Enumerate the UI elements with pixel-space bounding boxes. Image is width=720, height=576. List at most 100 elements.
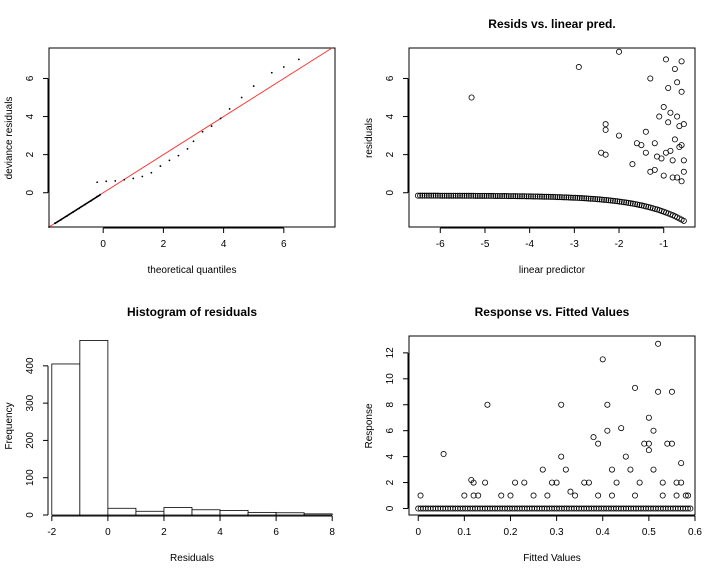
qq-x-tick-label: 4 (221, 239, 227, 250)
resid-point (583, 195, 590, 202)
resp-point (650, 427, 657, 434)
resp-point (659, 479, 666, 486)
resid-point (629, 200, 636, 207)
qq-point (168, 159, 171, 162)
resid-plot-ylabel: residuals (364, 118, 375, 158)
resid-y-tick-label: 0 (385, 190, 396, 196)
resp-point (627, 466, 634, 473)
resp-point (687, 505, 694, 512)
resid-point (592, 196, 599, 203)
histogram-bar (247, 511, 277, 516)
qq-plot-frame (48, 47, 336, 228)
qq-point (48, 226, 50, 228)
response-plot-xlabel: Fitted Values (523, 553, 581, 564)
resid-point (576, 195, 583, 202)
resp-x-tick-label: 0 (415, 527, 421, 538)
resp-point (608, 492, 615, 499)
resid-point (470, 192, 477, 199)
resid-point (525, 193, 532, 200)
resid-point (616, 132, 623, 139)
resid-point (501, 193, 508, 200)
resid-point (612, 198, 619, 205)
resp-point (682, 492, 689, 499)
qq-x-tick-label: 0 (100, 239, 106, 250)
qq-point (186, 148, 189, 150)
resp-point (622, 453, 629, 460)
resid-point (521, 193, 528, 200)
resid-point (587, 195, 594, 202)
resp-point (684, 505, 691, 512)
resid-point (516, 193, 523, 200)
qq-point (219, 117, 222, 120)
qq-point (240, 96, 243, 99)
resid-point (514, 193, 521, 200)
resid-point (450, 192, 457, 199)
resid-plot-title: Resids vs. linear pred. (488, 17, 615, 31)
resid-point (669, 174, 676, 181)
resp-point (544, 492, 551, 499)
resid-point (581, 195, 588, 202)
resid-point (623, 199, 630, 206)
qq-point (270, 71, 273, 74)
resid-point (603, 197, 610, 204)
resid-point (505, 193, 512, 200)
qq-point (201, 130, 204, 133)
resid-point (558, 194, 565, 201)
resid-point (671, 136, 678, 143)
histogram-bar (275, 512, 305, 516)
resid-point (439, 192, 446, 199)
resid-y-tick-label: 6 (385, 75, 396, 81)
resid-x-tick-label: -6 (436, 239, 445, 250)
resid-point (463, 192, 470, 199)
resp-point (595, 440, 602, 447)
histogram-bar (107, 507, 137, 516)
resid-point (598, 196, 605, 203)
resid-point (656, 113, 663, 120)
resid-point (417, 192, 424, 199)
qq-point (297, 58, 300, 61)
resp-point (558, 401, 565, 408)
qq-y-tick-label: 6 (25, 75, 36, 81)
hist-x-tick-label: 4 (217, 527, 223, 538)
hist-x-tick-label: 6 (273, 527, 279, 538)
resid-point (678, 88, 685, 95)
resp-point (484, 401, 491, 408)
resp-point (475, 492, 482, 499)
resp-point (549, 479, 556, 486)
histogram-title: Histogram of residuals (127, 305, 257, 319)
resp-point (417, 492, 424, 499)
resid-point (452, 192, 459, 199)
resid-point (434, 192, 441, 199)
resid-point (443, 192, 450, 199)
resid-point (642, 128, 649, 135)
resp-point (664, 440, 671, 447)
resid-point (547, 193, 554, 200)
resid-point (678, 178, 685, 185)
histogram-bar (191, 509, 221, 516)
qq-point (123, 178, 126, 181)
resid-point (545, 193, 552, 200)
resid-point (499, 193, 506, 200)
resid-point (561, 194, 568, 201)
resid-point (662, 149, 669, 156)
resid-point (676, 144, 683, 151)
resid-point (490, 192, 497, 199)
resid-point (428, 192, 435, 199)
resp-point (539, 466, 546, 473)
histogram-panel: Histogram of residuals Residuals Frequen… (4, 305, 335, 564)
resp-point (461, 492, 468, 499)
resid-point (481, 192, 488, 199)
resid-point (543, 193, 550, 200)
histogram-bar (303, 513, 333, 516)
qq-point (96, 181, 99, 184)
resid-point (496, 192, 503, 199)
resid-point (634, 201, 641, 208)
resp-point (604, 427, 611, 434)
resp-point (650, 466, 657, 473)
resid-point (618, 198, 625, 205)
resid-point (616, 198, 623, 205)
qq-point (98, 194, 101, 196)
qq-plot-panel: theoretical quantiles deviance residuals… (4, 47, 336, 276)
resp-point (641, 440, 648, 447)
resid-point (575, 64, 582, 71)
